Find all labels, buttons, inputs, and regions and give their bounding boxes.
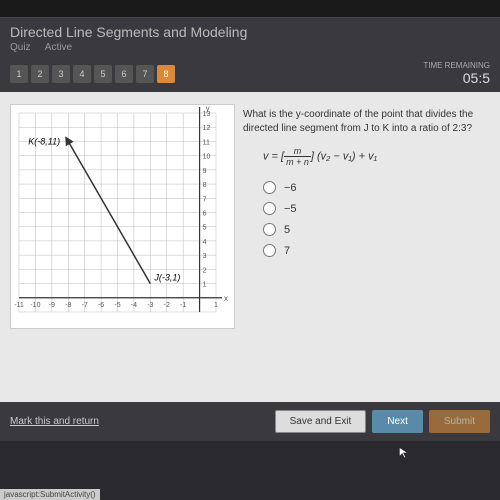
graph-svg: -11-10-9-8-7-6-5-4-3-2-11 12345678910111… (11, 105, 236, 330)
y-axis-label: y (206, 105, 210, 113)
content-area: -11-10-9-8-7-6-5-4-3-2-11 12345678910111… (0, 92, 500, 402)
svg-text:4: 4 (203, 239, 207, 246)
footer-buttons: Save and Exit Next Submit (275, 410, 490, 433)
question-nav-6[interactable]: 6 (115, 65, 133, 83)
question-nav-4[interactable]: 4 (73, 65, 91, 83)
svg-text:-10: -10 (30, 302, 40, 309)
svg-text:-2: -2 (164, 302, 170, 309)
question-nav-5[interactable]: 5 (94, 65, 112, 83)
choice-label-1: −5 (284, 203, 297, 215)
quiz-label: Quiz (10, 42, 31, 53)
save-exit-button[interactable]: Save and Exit (275, 410, 367, 433)
question-nav-7[interactable]: 7 (136, 65, 154, 83)
question-nav-2[interactable]: 2 (31, 65, 49, 83)
choice-1[interactable]: −5 (263, 202, 490, 215)
choice-label-3: 7 (284, 245, 290, 257)
svg-text:-1: -1 (180, 302, 186, 309)
svg-text:-3: -3 (147, 302, 153, 309)
mark-return-link[interactable]: Mark this and return (10, 416, 99, 427)
choice-radio-3[interactable] (263, 244, 276, 257)
graph-panel: -11-10-9-8-7-6-5-4-3-2-11 12345678910111… (10, 104, 235, 329)
svg-text:1: 1 (203, 282, 207, 289)
svg-text:-5: -5 (114, 302, 120, 309)
timer-value: 05:5 (423, 70, 490, 86)
page-title: Directed Line Segments and Modeling (10, 24, 490, 40)
choice-0[interactable]: −6 (263, 181, 490, 194)
page-header: Directed Line Segments and Modeling Quiz… (0, 18, 500, 57)
svg-text:-8: -8 (65, 302, 71, 309)
svg-text:-11: -11 (14, 302, 24, 309)
footer: Mark this and return Save and Exit Next … (0, 402, 500, 441)
choice-radio-0[interactable] (263, 181, 276, 194)
timer: TIME REMAINING 05:5 (423, 61, 490, 86)
svg-text:10: 10 (203, 154, 211, 161)
svg-text:9: 9 (203, 168, 207, 175)
svg-text:1: 1 (214, 302, 218, 309)
svg-text:12: 12 (203, 125, 211, 132)
active-label: Active (45, 42, 72, 53)
answer-choices: −6 −5 5 7 (263, 181, 490, 257)
next-button[interactable]: Next (372, 410, 423, 433)
svg-text:11: 11 (203, 139, 210, 146)
svg-text:6: 6 (203, 211, 207, 218)
svg-text:8: 8 (203, 182, 207, 189)
question-nav-1[interactable]: 1 (10, 65, 28, 83)
svg-text:3: 3 (203, 253, 207, 260)
y-tick-labels: 12345678910111213 (203, 111, 211, 289)
formula-lhs: v = (263, 150, 278, 162)
svg-text:7: 7 (203, 196, 207, 203)
nav-row: 12345678 TIME REMAINING 05:5 (0, 57, 500, 92)
point-label-j: J(-3,1) (153, 273, 180, 283)
svg-text:-9: -9 (49, 302, 55, 309)
x-tick-labels: -11-10-9-8-7-6-5-4-3-2-11 (14, 302, 218, 309)
choice-label-2: 5 (284, 224, 290, 236)
formula: v = [ m m + n ] (v₂ − v₁) + v₁ (263, 146, 490, 167)
question-nav-8[interactable]: 8 (157, 65, 175, 83)
svg-text:-6: -6 (98, 302, 104, 309)
formula-rhs: (v₂ − v₁) + v₁ (317, 150, 377, 162)
choice-radio-2[interactable] (263, 223, 276, 236)
choice-radio-1[interactable] (263, 202, 276, 215)
submit-button[interactable]: Submit (429, 410, 490, 433)
question-nav-3[interactable]: 3 (52, 65, 70, 83)
choice-3[interactable]: 7 (263, 244, 490, 257)
x-axis-label: x (224, 294, 228, 303)
question-nav: 12345678 (10, 65, 175, 83)
svg-text:2: 2 (203, 267, 207, 274)
choice-label-0: −6 (284, 182, 297, 194)
device-topbar (0, 0, 500, 18)
browser-statusbar: javascript:SubmitActivity() (0, 489, 100, 500)
timer-label: TIME REMAINING (423, 61, 490, 70)
svg-text:5: 5 (203, 225, 207, 232)
point-label-k: K(-8,11) (28, 136, 60, 146)
question-panel: What is the y-coordinate of the point th… (243, 104, 490, 390)
svg-text:-4: -4 (131, 302, 137, 309)
page-subtitle: Quiz Active (10, 42, 490, 53)
formula-fraction: m m + n (284, 146, 311, 167)
choice-2[interactable]: 5 (263, 223, 490, 236)
question-text: What is the y-coordinate of the point th… (243, 108, 490, 136)
mouse-cursor-icon (398, 446, 412, 460)
svg-text:-7: -7 (82, 302, 88, 309)
